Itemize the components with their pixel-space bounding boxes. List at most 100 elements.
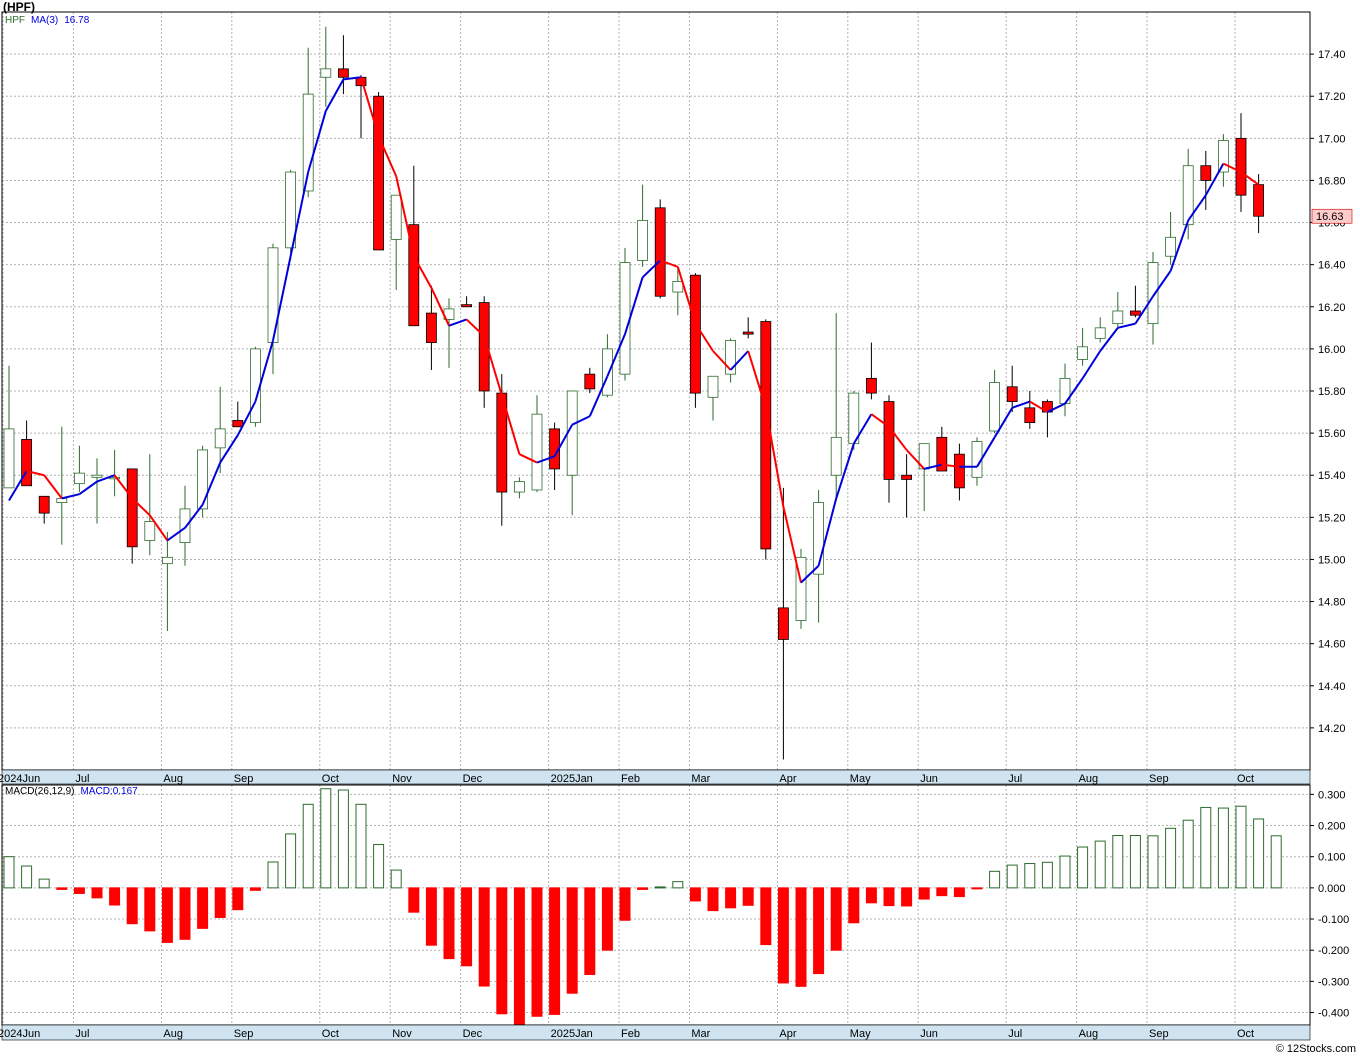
macd-bar bbox=[267, 861, 279, 889]
y-tick-label: 16.80 bbox=[1318, 175, 1346, 187]
macd-bar bbox=[1129, 834, 1141, 889]
candle-body bbox=[602, 348, 613, 396]
ma3-segment bbox=[1046, 402, 1066, 413]
macd-bar bbox=[830, 887, 842, 951]
macd-bar bbox=[1041, 861, 1053, 889]
ma3-segment bbox=[1240, 171, 1260, 186]
macd-y-tick-label: 0.300 bbox=[1318, 789, 1346, 801]
ma3-segment bbox=[1099, 327, 1119, 352]
macd-bar bbox=[601, 887, 613, 951]
macd-bar bbox=[179, 887, 191, 940]
y-tick-label: 17.20 bbox=[1318, 91, 1346, 103]
candle-body bbox=[1130, 310, 1141, 316]
y-tick-label: 16.00 bbox=[1318, 344, 1346, 356]
candle-body bbox=[1165, 236, 1176, 257]
candle-body bbox=[514, 481, 525, 493]
macd-y-tick-label: -0.400 bbox=[1318, 1008, 1349, 1020]
ma3-segment bbox=[1134, 295, 1154, 325]
y-tick-label: 15.60 bbox=[1318, 428, 1346, 440]
macd-histogram-series bbox=[3, 788, 1282, 1026]
ma3-segment bbox=[166, 527, 186, 542]
last-price-label: 16.63 bbox=[1316, 211, 1344, 223]
ma3-segment bbox=[184, 504, 204, 529]
main-legend: HPF MA(3) 16.78 bbox=[5, 15, 95, 26]
macd-bar bbox=[1165, 827, 1177, 889]
macd-x-tick-label: Dec bbox=[463, 1028, 483, 1040]
candle-body bbox=[1235, 137, 1247, 196]
macd-y-tick-label: -0.200 bbox=[1318, 945, 1349, 957]
candle-body bbox=[883, 401, 895, 480]
macd-bar bbox=[760, 887, 772, 946]
macd-bar bbox=[1112, 834, 1124, 889]
candle-body bbox=[126, 468, 138, 548]
x-tick-label: Dec bbox=[463, 773, 483, 785]
macd-bar bbox=[373, 844, 385, 889]
candle-body bbox=[161, 556, 173, 565]
macd-bar bbox=[637, 887, 649, 890]
copyright-text: © 12Stocks.com bbox=[1275, 1043, 1356, 1055]
y-tick-label: 14.40 bbox=[1318, 681, 1346, 693]
macd-bar bbox=[390, 869, 402, 889]
candle-body bbox=[566, 390, 578, 476]
macd-bar bbox=[689, 887, 701, 902]
candle-body bbox=[901, 474, 912, 480]
ma3-segment bbox=[500, 394, 521, 455]
macd-bar bbox=[672, 881, 684, 889]
candle-body bbox=[672, 281, 684, 293]
y-tick-label: 16.20 bbox=[1318, 302, 1346, 314]
macd-bar bbox=[1059, 855, 1071, 889]
macd-bar bbox=[901, 887, 913, 907]
candle-body bbox=[214, 428, 226, 449]
macd-y-tick-label: 0.000 bbox=[1318, 883, 1346, 895]
macd-bar bbox=[725, 887, 737, 909]
macd-bar bbox=[971, 887, 983, 890]
ma3-segment bbox=[448, 318, 467, 327]
candle-body bbox=[1112, 310, 1124, 325]
x-tick-label: Aug bbox=[1079, 773, 1099, 785]
ma3-segment bbox=[1064, 377, 1084, 405]
ma3-segment bbox=[518, 453, 538, 464]
x-tick-label: 2024Jun bbox=[0, 773, 40, 785]
ma3-segment bbox=[641, 259, 661, 279]
ma3-segment bbox=[360, 76, 380, 137]
candle-body bbox=[778, 607, 789, 640]
candle-body bbox=[1182, 165, 1194, 226]
macd-bar bbox=[795, 887, 807, 987]
macd-bar bbox=[249, 887, 261, 891]
macd-bar bbox=[496, 887, 508, 1015]
candle-body bbox=[461, 304, 473, 308]
ma3-segment bbox=[852, 413, 873, 445]
candle-body bbox=[989, 382, 1000, 432]
candle-body bbox=[408, 224, 420, 327]
ma3-segment bbox=[148, 514, 169, 542]
ma3-segment bbox=[588, 375, 609, 417]
x-tick-label: Oct bbox=[322, 773, 339, 785]
ma3-segment bbox=[553, 424, 574, 457]
macd-y-tick-label: 0.200 bbox=[1318, 821, 1346, 833]
macd-x-tick-label: 2024Jun bbox=[0, 1028, 40, 1040]
candle-body bbox=[232, 420, 244, 428]
x-tick-label: 2025Jan bbox=[551, 773, 593, 785]
axes: 17.4017.2017.0016.8016.6016.4016.2016.00… bbox=[0, 11, 1353, 1041]
ma3-segment bbox=[624, 277, 644, 335]
candle-body bbox=[74, 472, 85, 485]
candle-body bbox=[179, 508, 191, 543]
macd-bar bbox=[1200, 806, 1212, 889]
x-tick-label: Mar bbox=[691, 773, 710, 785]
ma3-segment bbox=[1187, 194, 1207, 222]
macd-bar bbox=[1147, 835, 1159, 889]
ma3-segment bbox=[483, 335, 503, 396]
macd-value-label: MACD:0.167 bbox=[80, 786, 138, 797]
macd-x-tick-label: Oct bbox=[1237, 1028, 1254, 1040]
macd-x-tick-label: Oct bbox=[322, 1028, 339, 1040]
y-tick-label: 14.60 bbox=[1318, 639, 1346, 651]
ma3-segment bbox=[993, 407, 1014, 438]
y-tick-label: 14.80 bbox=[1318, 597, 1346, 609]
candle-body bbox=[813, 502, 824, 575]
candle-body bbox=[795, 556, 807, 621]
y-tick-label: 15.80 bbox=[1318, 386, 1346, 398]
candle-body bbox=[707, 375, 719, 398]
ma3-segment bbox=[694, 323, 714, 352]
candle-body bbox=[954, 453, 965, 489]
